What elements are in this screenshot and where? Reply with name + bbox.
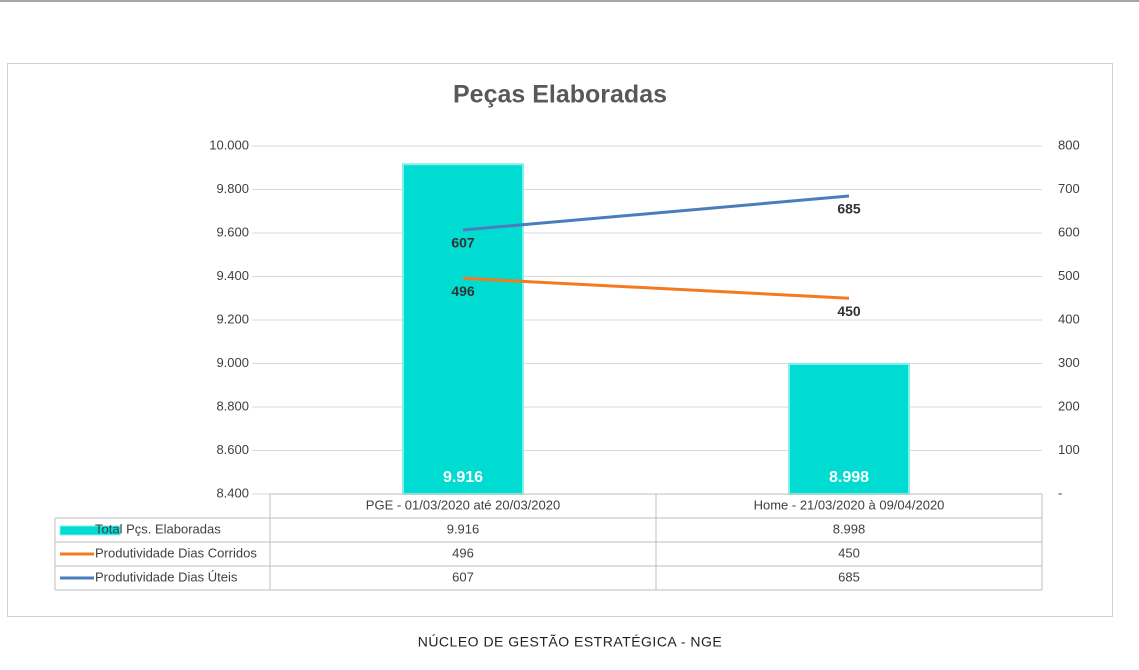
bar-value-label: 8.998 <box>829 469 869 486</box>
line <box>462 194 850 232</box>
legend-label: Total Pçs. Elaboradas <box>95 521 221 536</box>
legend-label: Produtividade Dias Corridos <box>95 545 257 560</box>
table-value: 496 <box>452 545 474 560</box>
top-border <box>0 0 1139 2</box>
bar-value-label: 9.916 <box>443 469 483 486</box>
y2-tick-label: 700 <box>1058 181 1080 196</box>
table-value: 8.998 <box>833 521 866 536</box>
legend-label: Produtividade Dias Úteis <box>95 569 238 584</box>
line <box>462 276 850 300</box>
category-label: Home - 21/03/2020 à 09/04/2020 <box>754 497 945 512</box>
y2-tick-label: 500 <box>1058 268 1080 283</box>
chart-title: Peças Elaboradas <box>453 81 667 109</box>
y2-tick-label: - <box>1058 485 1062 500</box>
y-tick-label: 9.000 <box>216 355 249 370</box>
chart-frame <box>7 63 1113 617</box>
y2-tick-label: 600 <box>1058 224 1080 239</box>
legend-key <box>59 525 121 536</box>
footer: NÚCLEO DE GESTÃO ESTRATÉGICA - NGE <box>418 634 723 650</box>
y-tick-label: 9.400 <box>216 268 249 283</box>
y-tick-label: 9.200 <box>216 311 249 326</box>
y-tick-label: 8.600 <box>216 442 249 457</box>
y2-tick-label: 400 <box>1058 311 1080 326</box>
y-tick-label: 8.800 <box>216 398 249 413</box>
line-value-label: 450 <box>837 303 861 319</box>
y-tick-label: 9.600 <box>216 224 249 239</box>
y-tick-label: 10.000 <box>209 137 249 152</box>
bar <box>402 163 524 496</box>
y-tick-label: 9.800 <box>216 181 249 196</box>
table-value: 685 <box>838 569 860 584</box>
y2-tick-label: 300 <box>1058 355 1080 370</box>
line-value-label: 607 <box>451 235 475 251</box>
table-value: 450 <box>838 545 860 560</box>
y2-tick-label: 200 <box>1058 398 1080 413</box>
line-value-label: 685 <box>837 201 861 217</box>
y2-tick-label: 800 <box>1058 137 1080 152</box>
table-value: 607 <box>452 569 474 584</box>
line-value-label: 496 <box>451 283 475 299</box>
y2-tick-label: 100 <box>1058 442 1080 457</box>
y-tick-label: 8.400 <box>216 485 249 500</box>
table-value: 9.916 <box>447 521 480 536</box>
category-label: PGE - 01/03/2020 até 20/03/2020 <box>366 497 560 512</box>
